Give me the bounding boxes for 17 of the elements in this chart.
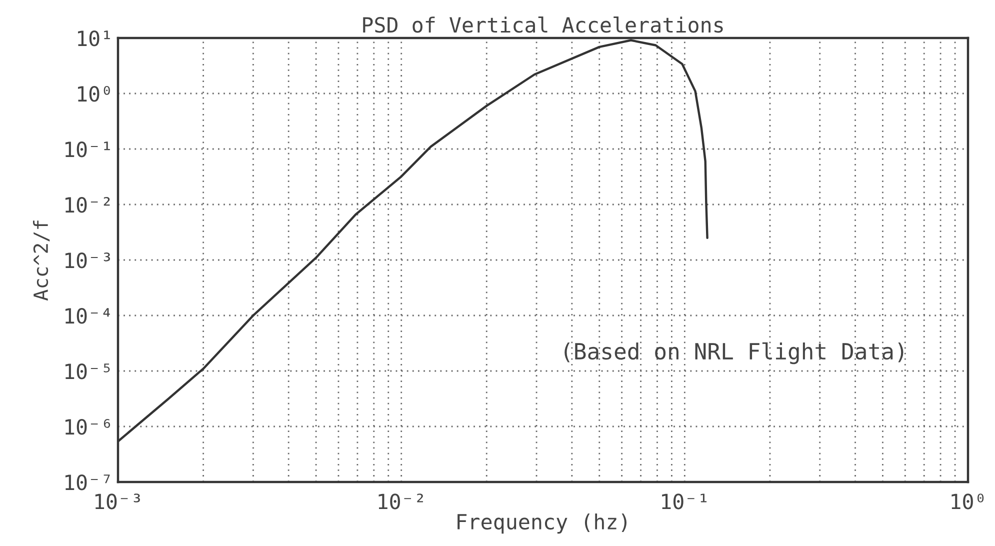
y-tick-label: 10⁻⁶ — [65, 419, 110, 435]
y-tick-label: 10⁻¹ — [65, 142, 110, 158]
chart-title: PSD of Vertical Accelerations — [363, 16, 723, 33]
y-tick-label: 10⁻⁴ — [65, 308, 110, 324]
x-tick-label: 10⁻² — [378, 494, 423, 510]
y-tick-label: 10⁻³ — [65, 252, 110, 268]
y-axis-title: Acc^2/f — [33, 220, 50, 301]
x-tick-label: 10⁻¹ — [662, 494, 707, 510]
x-tick-label: 10⁻³ — [95, 494, 140, 510]
x-axis-title: Frequency (hz) — [458, 513, 626, 534]
x-tick-label: 10⁰ — [952, 494, 984, 510]
annotation: (Based on NRL Flight Data) — [564, 342, 904, 364]
y-tick-label: 10⁻² — [65, 197, 110, 213]
y-tick-label: 10⁻⁷ — [65, 474, 110, 490]
y-tick-label: 10¹ — [78, 30, 110, 46]
y-tick-label: 10⁰ — [78, 86, 110, 102]
y-tick-label: 10⁻⁵ — [65, 364, 110, 380]
